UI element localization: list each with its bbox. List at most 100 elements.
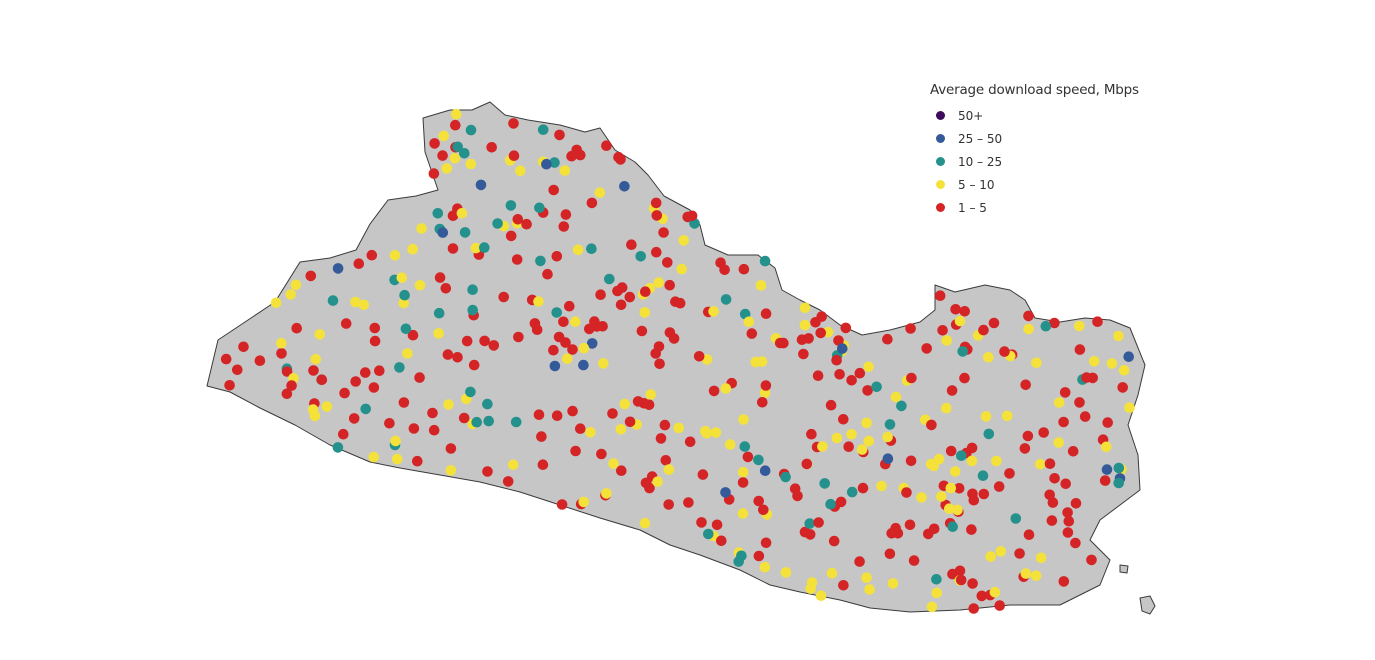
speed-dot: [412, 455, 423, 467]
speed-dot: [991, 455, 1002, 467]
speed-dot: [976, 590, 988, 602]
speed-dot: [921, 343, 932, 354]
speed-dot: [1044, 458, 1056, 470]
speed-dot: [398, 297, 410, 309]
speed-dot: [1034, 458, 1046, 470]
speed-dot: [719, 264, 730, 276]
speed-dot: [595, 289, 606, 301]
speed-dot: [1044, 489, 1055, 501]
speed-dot: [931, 574, 942, 585]
speed-dot: [843, 441, 854, 453]
legend-item-1-5: 1 – 5: [930, 196, 1139, 219]
speed-dot: [510, 416, 522, 428]
speed-dot: [968, 603, 979, 614]
speed-dot: [746, 328, 758, 339]
speed-dot: [390, 435, 401, 447]
speed-dot: [452, 141, 464, 153]
speed-dot: [570, 316, 581, 328]
speed-dot: [1001, 410, 1013, 422]
speed-dot: [862, 385, 873, 396]
speed-dot: [366, 249, 378, 261]
speed-dot: [1020, 568, 1032, 579]
speed-dot: [1035, 552, 1047, 564]
speed-dot: [558, 221, 570, 232]
speed-dot: [566, 150, 577, 162]
speed-dot: [291, 322, 303, 334]
speed-dot: [1099, 475, 1111, 486]
speed-dot: [515, 165, 526, 177]
legend-item-50plus: 50+: [930, 104, 1139, 127]
speed-dot: [758, 504, 769, 516]
speed-dot: [995, 546, 1007, 557]
speed-dot: [989, 586, 1001, 598]
speed-dot: [459, 227, 471, 238]
speed-dot: [308, 365, 319, 376]
speed-dot: [549, 360, 561, 372]
speed-dot: [925, 458, 937, 470]
speed-dot: [805, 583, 816, 595]
speed-dot: [780, 567, 792, 578]
speed-dot: [654, 358, 665, 370]
speed-dot: [479, 335, 490, 347]
speed-dot: [591, 321, 603, 332]
speed-dot: [967, 488, 978, 500]
speed-dot: [1074, 397, 1085, 408]
speed-dot: [619, 181, 630, 192]
speed-dot: [314, 329, 326, 340]
speed-dot: [708, 306, 719, 317]
speed-dot: [399, 289, 410, 301]
speed-dot: [884, 548, 896, 560]
speed-dot: [561, 353, 573, 365]
speed-dot: [434, 272, 446, 283]
speed-dot: [613, 151, 624, 163]
speed-dot: [384, 418, 395, 429]
speed-dot: [542, 268, 553, 280]
speed-dot: [825, 399, 837, 411]
speed-dot: [548, 184, 559, 196]
speed-dot: [650, 197, 662, 209]
legend-dot: [936, 180, 945, 189]
speed-dot: [398, 397, 410, 408]
speed-dot: [533, 296, 544, 307]
islet: [1119, 564, 1129, 574]
speed-dot: [916, 492, 927, 503]
speed-dot: [959, 306, 970, 317]
speed-dot: [389, 250, 401, 261]
speed-dot: [541, 158, 552, 170]
speed-dot: [612, 285, 623, 297]
speed-dot: [923, 528, 934, 540]
speed-dot: [488, 340, 500, 351]
speed-dot: [708, 385, 720, 397]
speed-dot: [321, 401, 333, 412]
speed-dot: [1030, 570, 1042, 581]
speed-dot: [693, 351, 705, 362]
speed-dot: [854, 556, 865, 567]
speed-dot: [432, 208, 444, 219]
speed-dot: [815, 590, 827, 601]
speed-dot: [281, 366, 293, 377]
speed-dots: [220, 108, 1135, 614]
speed-dot: [778, 337, 789, 349]
speed-dot: [578, 342, 590, 354]
speed-dot: [348, 413, 360, 424]
speed-dot: [369, 335, 381, 347]
speed-dot: [441, 163, 453, 174]
speed-dot: [1113, 462, 1125, 474]
speed-dot: [742, 451, 754, 463]
speed-dot: [670, 296, 681, 308]
speed-dot: [286, 380, 297, 391]
speed-dot: [861, 572, 872, 583]
speed-dot: [978, 324, 989, 336]
speed-dot: [639, 517, 651, 529]
speed-dot: [1101, 441, 1112, 453]
speed-dot: [451, 108, 462, 120]
speed-dot: [947, 568, 958, 580]
speed-dot: [684, 436, 696, 448]
speed-dot: [905, 455, 917, 467]
speed-dot: [507, 459, 519, 471]
speed-dot: [882, 453, 894, 465]
speed-dot: [575, 149, 586, 161]
speed-dot: [837, 343, 848, 354]
speed-dot: [1022, 430, 1034, 442]
